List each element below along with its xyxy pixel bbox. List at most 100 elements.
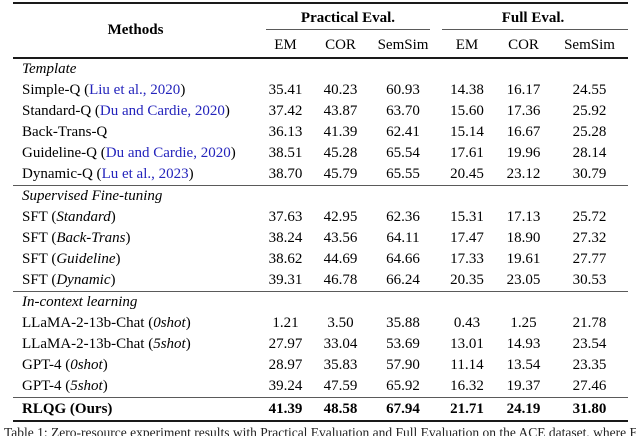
method-cell: Simple-Q (Liu et al., 2020) [13, 82, 258, 99]
method-label: SFT ( [22, 209, 57, 225]
table-row: SFT (Back-Trans) 38.24 43.56 64.11 17.47 18.9… [13, 228, 628, 249]
citation-link[interactable]: Du and Cardie, 2020 [105, 145, 231, 161]
value-cell: 25.92 [572, 103, 607, 119]
table-header: Methods Practical Eval. Full Eval. EM CO… [13, 4, 628, 57]
value-cell: 17.13 [506, 209, 541, 225]
value-cell: 11.14 [450, 357, 484, 373]
value-cell: 17.33 [450, 251, 484, 267]
value-cell: 17.36 [506, 103, 541, 119]
section-title: Template [22, 61, 77, 77]
value-cell: 39.24 [268, 378, 303, 394]
value-cell: 41.39 [323, 124, 358, 140]
value-cell: 65.55 [386, 166, 420, 182]
top-rule [13, 2, 628, 4]
value-cell: 23.12 [506, 166, 541, 182]
bottom-rule [13, 420, 628, 422]
value-cell: 28.14 [572, 145, 607, 161]
method-label: SFT ( [22, 230, 57, 246]
value-cell: 35.41 [268, 82, 303, 98]
table-row: Guideline-Q (Du and Cardie, 2020) 38.51 45… [13, 143, 628, 164]
method-emphasis: Guideline [56, 251, 116, 267]
method-emphasis: 5shot [70, 378, 103, 394]
table-row: SFT (Standard) 37.63 42.95 62.36 15.31 17.13 2… [13, 207, 628, 228]
method-cell: GPT-4 (0shot) [13, 357, 258, 374]
value-cell: 27.97 [268, 336, 303, 352]
header-rule [13, 57, 628, 59]
value-cell: 64.66 [386, 251, 420, 267]
value-cell: 15.14 [450, 124, 484, 140]
method-label: ) [102, 378, 108, 394]
value-cell: 47.59 [323, 378, 358, 394]
method-emphasis: Back-Trans [56, 230, 126, 246]
method-label: RLQG (Ours) [22, 400, 113, 417]
method-label: SFT ( [22, 272, 57, 288]
value-cell: 36.13 [268, 124, 303, 140]
value-cell: 27.32 [572, 230, 607, 246]
method-label: ) [125, 230, 131, 246]
method-label: ) [185, 315, 191, 331]
method-emphasis: Dynamic [56, 272, 111, 288]
value-cell: 21.78 [572, 315, 607, 331]
method-cell: RLQG (Ours) [13, 401, 258, 418]
col-header-full-cor: COR [508, 36, 539, 53]
value-cell: 23.05 [506, 272, 541, 288]
col-header-full-em: EM [455, 36, 479, 53]
value-cell: 65.54 [386, 145, 420, 161]
practical-eval-group-header: Practical Eval. [258, 4, 438, 30]
citation-link[interactable]: Liu et al., 2020 [89, 82, 181, 98]
method-label: ) [185, 336, 191, 352]
value-cell: 62.36 [386, 209, 420, 225]
table-row: Back-Trans-Q 36.13 41.39 62.41 15.14 16.67 25.… [13, 122, 628, 143]
value-cell: 44.69 [323, 251, 358, 267]
methods-column-header: Methods [107, 22, 164, 38]
value-cell: 15.60 [450, 103, 484, 119]
table-row: RLQG (Ours) 41.39 48.58 67.94 21.71 24.19 31.8… [13, 397, 628, 420]
value-cell: 53.69 [386, 336, 420, 352]
method-label: GPT-4 ( [22, 378, 71, 394]
value-cell: 65.92 [386, 378, 420, 394]
value-cell: 30.53 [572, 272, 607, 288]
value-cell: 25.28 [572, 124, 607, 140]
value-cell: 37.63 [268, 209, 303, 225]
table-row: SFT (Dynamic) 39.31 46.78 66.24 20.35 23.05 30… [13, 270, 628, 291]
method-label: Standard-Q ( [22, 103, 100, 119]
value-cell: 0.43 [453, 315, 481, 331]
value-cell: 66.24 [386, 272, 420, 288]
method-label: LLaMA-2-13b-Chat ( [22, 336, 154, 352]
method-label: Guideline-Q ( [22, 145, 106, 161]
value-cell: 23.35 [572, 357, 607, 373]
method-label: ) [188, 166, 194, 182]
value-cell: 42.95 [323, 209, 358, 225]
method-label: GPT-4 ( [22, 357, 71, 373]
value-cell: 31.80 [572, 400, 607, 417]
method-label: Back-Trans-Q [22, 124, 108, 140]
method-label: ) [224, 103, 230, 119]
value-cell: 40.23 [323, 82, 358, 98]
method-label: ) [110, 209, 116, 225]
value-cell: 39.31 [268, 272, 303, 288]
value-cell: 17.47 [450, 230, 484, 246]
value-cell: 23.54 [572, 336, 607, 352]
value-cell: 35.83 [323, 357, 358, 373]
value-cell: 62.41 [386, 124, 420, 140]
value-cell: 35.88 [386, 315, 420, 331]
table-body: Template Simple-Q (Liu et al., 2020) 35.41… [13, 59, 628, 420]
citation-link[interactable]: Du and Cardie, 2020 [99, 103, 225, 119]
value-cell: 25.72 [572, 209, 607, 225]
value-cell: 3.50 [327, 315, 354, 331]
method-emphasis: 0shot [70, 357, 103, 373]
value-cell: 38.70 [268, 166, 303, 182]
value-cell: 30.79 [572, 166, 607, 182]
table-row: GPT-4 (5shot) 39.24 47.59 65.92 16.32 19.37 27… [13, 376, 628, 397]
method-cell: Guideline-Q (Du and Cardie, 2020) [13, 145, 258, 162]
table-row: LLaMA-2-13b-Chat (0shot) 1.21 3.50 35.88 0.4… [13, 313, 628, 334]
col-header-practical-em: EM [274, 36, 297, 53]
citation-link[interactable]: Lu et al., 2023 [101, 166, 189, 182]
value-cell: 20.45 [450, 166, 484, 182]
table-row: Dynamic-Q (Lu et al., 2023) 38.70 45.79 65.… [13, 164, 628, 185]
value-cell: 14.38 [450, 82, 484, 98]
method-label: ) [180, 82, 186, 98]
value-cell: 16.67 [506, 124, 541, 140]
method-emphasis: Standard [56, 209, 111, 225]
value-cell: 43.56 [323, 230, 358, 246]
